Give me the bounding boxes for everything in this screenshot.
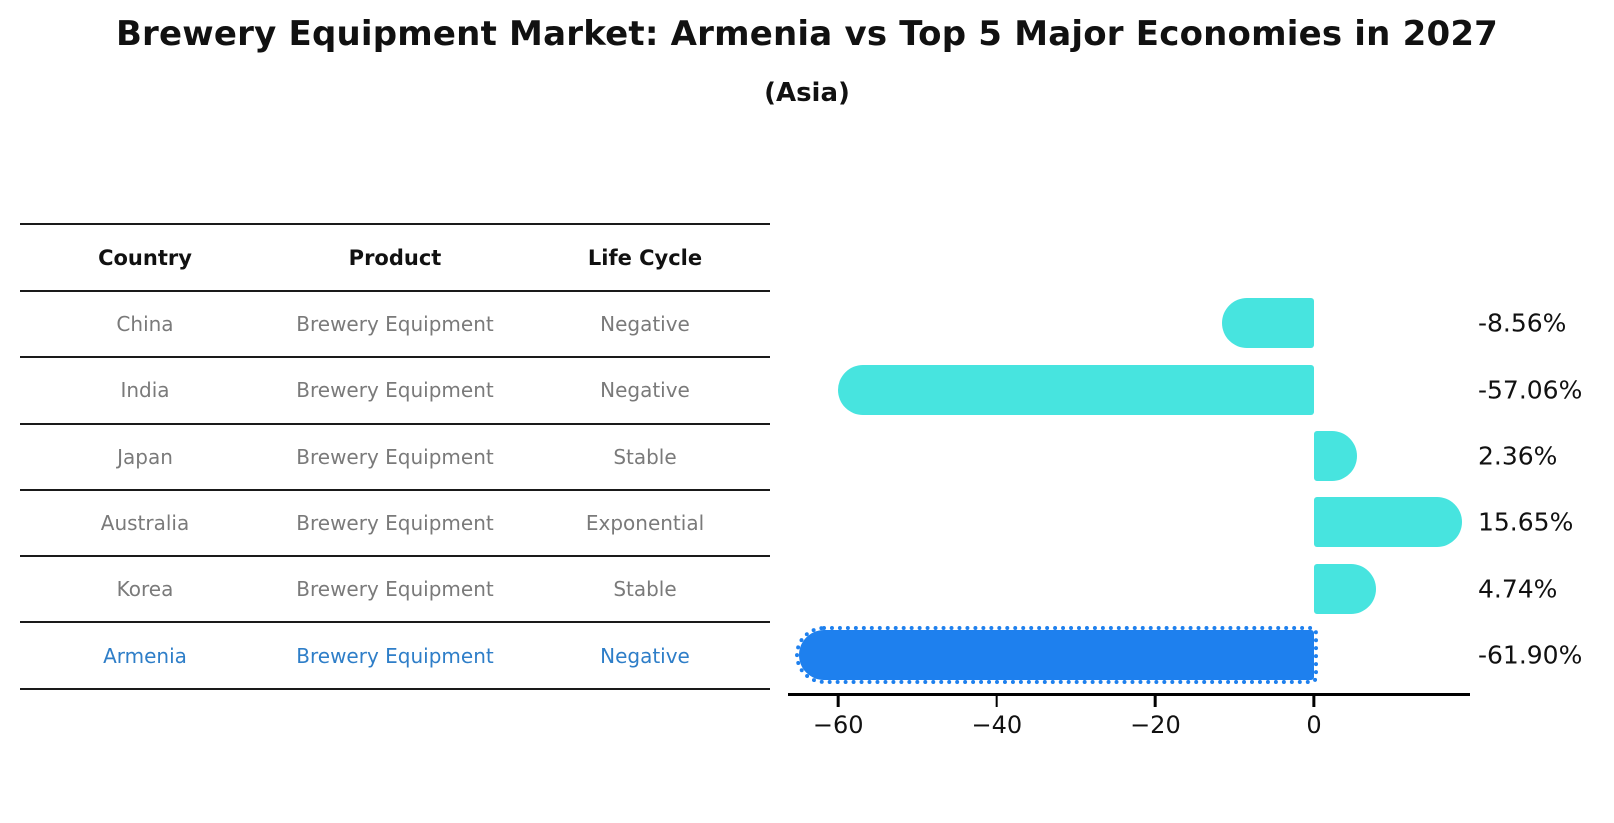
value-label-korea: 4.74% bbox=[1478, 574, 1558, 604]
cell-life-cycle: Stable bbox=[613, 444, 677, 469]
x-tick-minus-20: −20 bbox=[1130, 696, 1181, 739]
tick-mark bbox=[995, 696, 999, 707]
x-tick-zero: 0 bbox=[1306, 696, 1322, 739]
x-tick-minus-60: −60 bbox=[813, 696, 864, 739]
bar-australia bbox=[1314, 497, 1463, 547]
cell-country: Korea bbox=[116, 577, 174, 602]
tick-label: −20 bbox=[1130, 711, 1181, 739]
bar-china bbox=[1222, 298, 1314, 348]
bar-korea bbox=[1314, 564, 1376, 614]
cell-product: Brewery Equipment bbox=[296, 643, 494, 668]
tick-label: −60 bbox=[812, 711, 864, 739]
table-row-armenia: Armenia Brewery Equipment Negative bbox=[20, 621, 770, 690]
column-header-product: Product bbox=[348, 245, 442, 270]
cell-product: Brewery Equipment bbox=[296, 378, 494, 403]
table-row-china: China Brewery Equipment Negative bbox=[20, 290, 770, 356]
cell-product: Brewery Equipment bbox=[296, 511, 494, 536]
cell-country: Australia bbox=[100, 511, 190, 536]
column-header-life-cycle: Life Cycle bbox=[587, 245, 703, 270]
country-table: Country Product Life Cycle China Brewery… bbox=[20, 223, 770, 690]
value-label-china: -8.56% bbox=[1478, 308, 1567, 338]
chart-subtitle: (Asia) bbox=[764, 78, 850, 108]
table-row-australia: Australia Brewery Equipment Exponential bbox=[20, 488, 770, 555]
cell-product: Brewery Equipment bbox=[296, 444, 494, 469]
cell-country: Armenia bbox=[103, 643, 187, 668]
x-tick-minus-40: −40 bbox=[971, 696, 1022, 739]
cell-country: China bbox=[116, 312, 174, 337]
chart-title: Brewery Equipment Market: Armenia vs Top… bbox=[115, 14, 1499, 54]
tick-mark bbox=[836, 696, 840, 707]
cell-life-cycle: Negative bbox=[600, 643, 690, 668]
value-label-india: -57.06% bbox=[1478, 375, 1583, 405]
cell-country: India bbox=[120, 378, 170, 403]
cell-life-cycle: Negative bbox=[600, 378, 690, 403]
tick-label: 0 bbox=[1306, 711, 1322, 739]
bar-armenia bbox=[795, 626, 1318, 684]
table-header-row: Country Product Life Cycle bbox=[20, 223, 770, 290]
cell-country: Japan bbox=[117, 444, 173, 469]
value-label-australia: 15.65% bbox=[1478, 507, 1574, 537]
table-row-india: India Brewery Equipment Negative bbox=[20, 356, 770, 422]
cell-product: Brewery Equipment bbox=[296, 312, 494, 337]
value-label-japan: 2.36% bbox=[1478, 441, 1558, 471]
bar-japan bbox=[1314, 431, 1357, 481]
x-axis-line bbox=[788, 693, 1470, 696]
column-header-country: Country bbox=[98, 245, 192, 270]
table-row-korea: Korea Brewery Equipment Stable bbox=[20, 555, 770, 621]
tick-label: −40 bbox=[971, 711, 1023, 739]
tick-mark bbox=[1154, 696, 1157, 707]
table-row-japan: Japan Brewery Equipment Stable bbox=[20, 422, 770, 489]
cell-life-cycle: Negative bbox=[600, 312, 690, 337]
cell-product: Brewery Equipment bbox=[296, 577, 494, 602]
bar-india bbox=[837, 365, 1314, 415]
value-label-armenia: -61.90% bbox=[1478, 640, 1583, 670]
cell-life-cycle: Exponential bbox=[585, 511, 705, 536]
cell-life-cycle: Stable bbox=[613, 577, 677, 602]
tick-mark bbox=[1312, 696, 1316, 707]
